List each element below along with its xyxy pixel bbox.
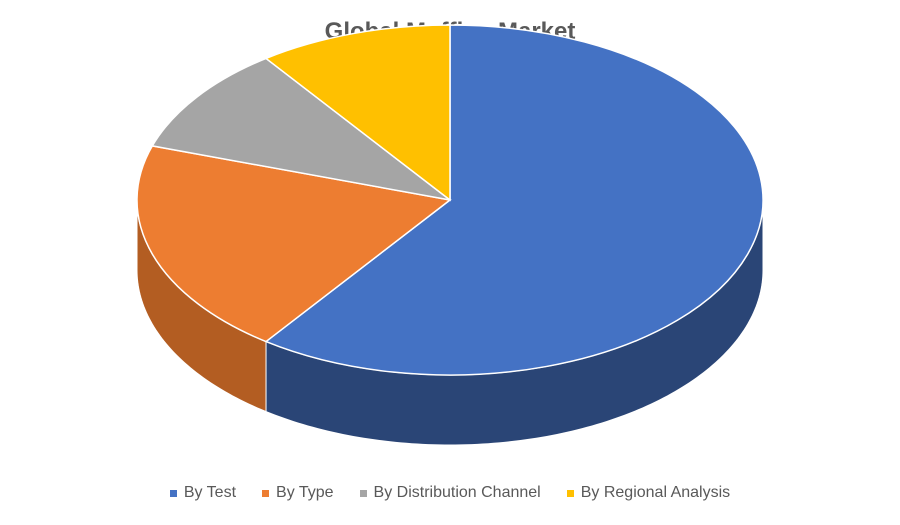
legend-label: By Regional Analysis — [580, 484, 731, 501]
legend-item-by-test: By Test — [169, 484, 237, 502]
pie-slice-0 — [264, 24, 764, 376]
legend-swatch — [169, 489, 177, 497]
legend-label: By Test — [183, 484, 237, 501]
legend-item-by-distribution-channel: By Distribution Channel — [359, 484, 541, 502]
pie-slice-1 — [136, 145, 452, 343]
pie-slice-3 — [264, 24, 451, 202]
pie-slice-2 — [151, 57, 451, 201]
legend-item-by-type: By Type — [262, 484, 334, 502]
legend-swatch — [566, 489, 574, 497]
legend-swatch — [359, 489, 367, 497]
legend-swatch — [262, 489, 270, 497]
legend-label: By Type — [276, 484, 334, 501]
legend-item-by-regional-analysis: By Regional Analysis — [566, 484, 731, 502]
legend: By Test By Type By Distribution Channel … — [0, 484, 900, 502]
legend-label: By Distribution Channel — [373, 484, 541, 501]
